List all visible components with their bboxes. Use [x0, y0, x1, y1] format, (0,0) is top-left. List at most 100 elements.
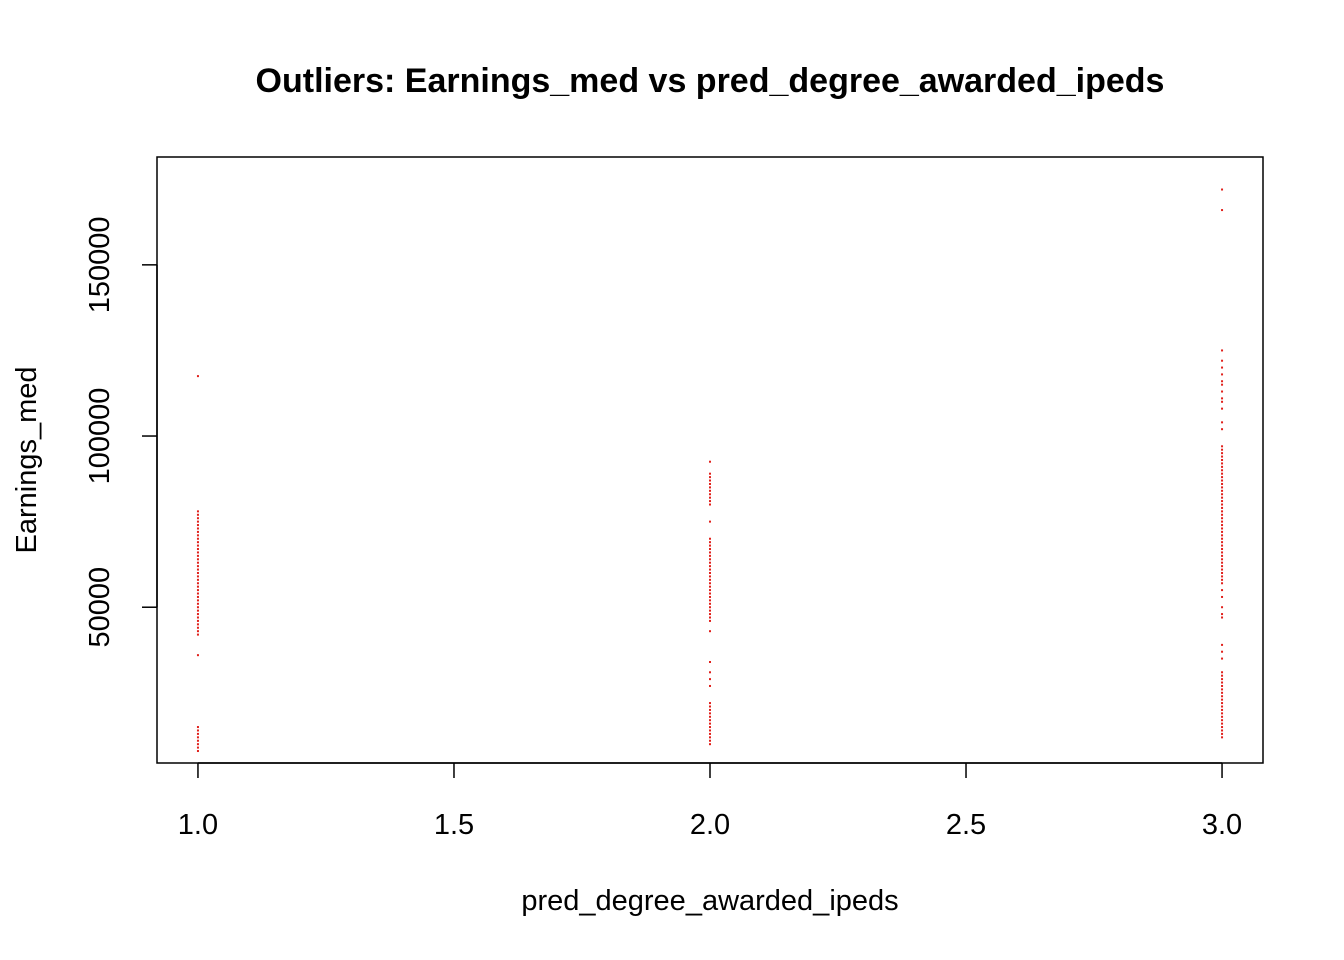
data-point: [196, 589, 199, 592]
data-point: [709, 520, 711, 523]
data-point: [196, 739, 199, 742]
data-point: [1221, 493, 1224, 496]
data-point: [709, 496, 711, 499]
data-point: [1221, 459, 1224, 461]
data-point: [1221, 548, 1224, 551]
data-point: [196, 544, 199, 547]
data-point: [196, 729, 199, 732]
data-point: [1221, 551, 1224, 554]
data-point: [709, 503, 711, 506]
data-point: [1221, 510, 1224, 513]
data-point: [1221, 496, 1224, 499]
x-axis: 1.0 1.5 2.0 2.5 3.0: [178, 762, 1242, 841]
data-point: [1221, 476, 1224, 479]
x-tick-label: 1.0: [178, 809, 218, 841]
data-point: [709, 619, 711, 622]
data-point: [1221, 530, 1224, 533]
data-point: [1221, 695, 1224, 698]
data-point: [1221, 688, 1224, 691]
data-point: [196, 568, 199, 571]
data-point: [1221, 671, 1224, 674]
data-point: [1221, 407, 1224, 410]
data-point: [1221, 472, 1224, 475]
data-point: [709, 722, 711, 725]
data-point: [196, 616, 199, 619]
data-point: [1221, 188, 1224, 191]
data-point: [196, 513, 199, 516]
data-point: [1221, 606, 1224, 609]
data-point: [196, 565, 199, 568]
data-point: [709, 582, 711, 585]
data-point: [1221, 390, 1224, 393]
data-point: [1221, 486, 1224, 489]
data-point: [1221, 726, 1224, 729]
y-tick-label: 50000: [84, 567, 116, 648]
data-point: [196, 548, 199, 551]
data-point: [709, 739, 711, 742]
data-point: [709, 589, 711, 592]
data-point: [709, 719, 711, 722]
data-point: [196, 578, 199, 581]
data-point: [196, 633, 199, 636]
data-point: [196, 554, 199, 557]
data-point: [709, 609, 711, 612]
data-point: [1221, 524, 1224, 527]
data-point: [196, 609, 199, 612]
data-point: [1221, 657, 1224, 660]
data-point: [196, 592, 199, 595]
data-point: [196, 732, 199, 735]
data-point: [709, 575, 711, 578]
data-point: [1221, 465, 1224, 468]
data-point: [709, 616, 711, 619]
data-point: [1221, 595, 1224, 598]
data-point: [1221, 209, 1224, 212]
data-point: [196, 599, 199, 602]
data-point: [709, 565, 711, 568]
data-points: [196, 188, 1224, 753]
x-tick-label: 1.5: [434, 809, 474, 841]
data-point: [196, 558, 199, 561]
data-point: [709, 489, 711, 492]
data-point: [709, 732, 711, 735]
data-point: [196, 534, 199, 537]
data-point: [709, 592, 711, 595]
data-point: [196, 619, 199, 622]
data-point: [1221, 650, 1224, 653]
y-tick-label: 150000: [84, 216, 116, 313]
data-point: [709, 578, 711, 581]
data-point: [1221, 684, 1224, 687]
x-tick-label: 2.5: [946, 809, 986, 841]
data-point: [196, 630, 199, 633]
data-point: [196, 537, 199, 540]
x-axis-label: pred_degree_awarded_ipeds: [521, 885, 898, 917]
data-point: [709, 736, 711, 739]
data-point: [196, 746, 199, 749]
data-point: [196, 561, 199, 564]
data-point: [1221, 698, 1224, 701]
data-point: [196, 517, 199, 520]
data-point: [1221, 712, 1224, 715]
data-point: [709, 606, 711, 609]
data-point: [1221, 448, 1224, 451]
data-point: [196, 551, 199, 554]
data-point: [709, 702, 711, 705]
data-point: [1221, 482, 1224, 485]
data-point: [196, 575, 199, 578]
data-point: [709, 548, 711, 551]
data-point: [709, 544, 711, 547]
data-point: [196, 626, 199, 629]
data-point: [1221, 674, 1224, 677]
data-point: [196, 606, 199, 609]
y-axis: 50000 100000 150000: [84, 216, 158, 648]
data-point: [1221, 380, 1224, 383]
data-point: [709, 551, 711, 554]
data-point: [709, 537, 711, 540]
data-point: [1221, 383, 1224, 386]
data-point: [1221, 400, 1224, 403]
data-point: [1221, 489, 1224, 492]
data-point: [1221, 537, 1224, 540]
data-point: [196, 623, 199, 626]
data-point: [1221, 589, 1224, 592]
data-point: [1221, 534, 1224, 537]
y-axis-label: Earnings_med: [11, 367, 43, 554]
